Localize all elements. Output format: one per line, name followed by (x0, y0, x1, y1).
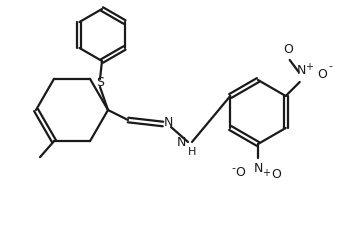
Text: S: S (96, 76, 104, 88)
Text: N: N (164, 117, 173, 130)
Text: N: N (177, 137, 186, 149)
Text: N: N (253, 162, 263, 175)
Text: O: O (283, 43, 293, 56)
Text: O: O (235, 166, 245, 178)
Text: N: N (297, 64, 306, 77)
Text: +: + (305, 62, 313, 72)
Text: -: - (231, 163, 235, 173)
Text: O: O (317, 68, 327, 81)
Text: O: O (271, 167, 281, 180)
Text: -: - (329, 61, 333, 71)
Text: H: H (188, 147, 196, 157)
Text: +: + (262, 168, 270, 178)
